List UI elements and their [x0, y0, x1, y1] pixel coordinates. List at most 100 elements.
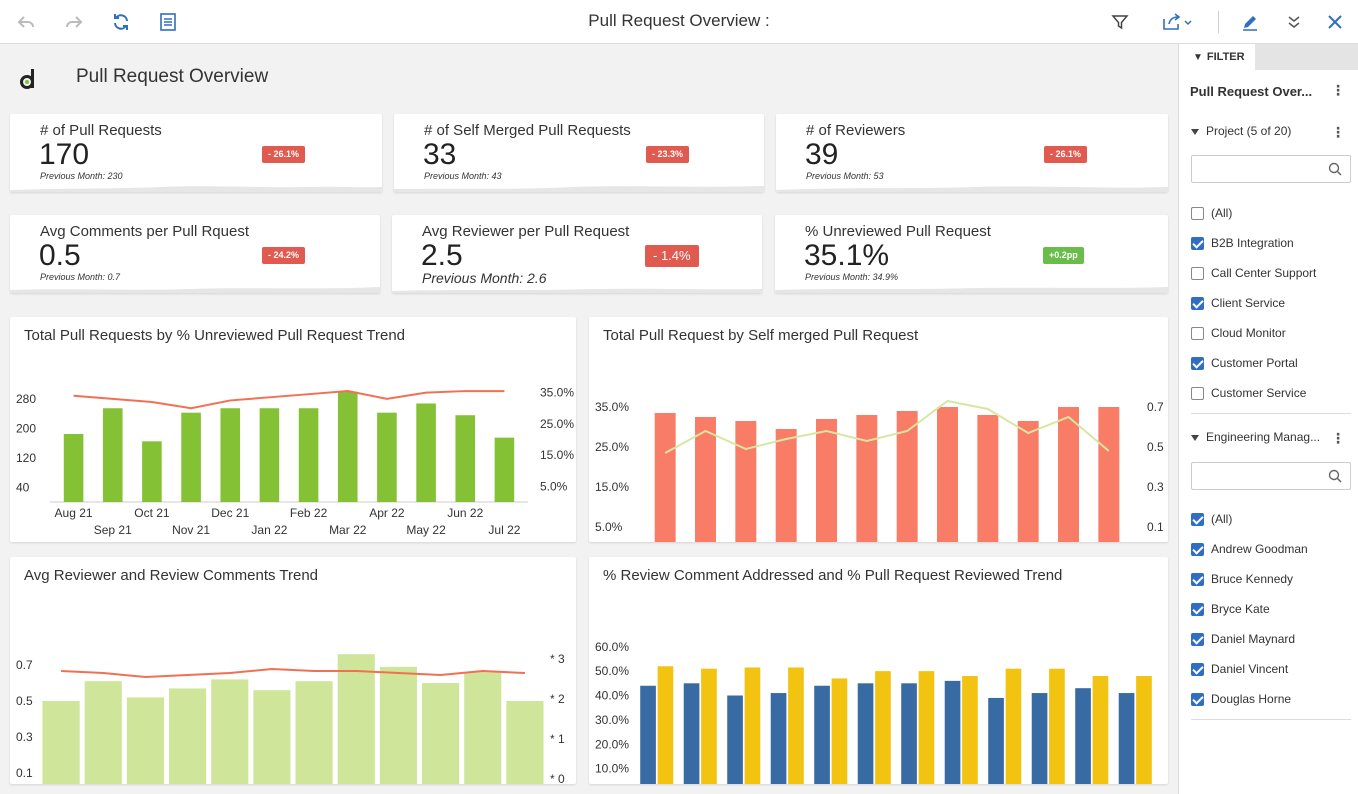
- filter-icon[interactable]: [1108, 10, 1132, 34]
- chart-card-review-comment-addressed[interactable]: % Review Comment Addressed and % Pull Re…: [589, 557, 1168, 784]
- checkbox-checked[interactable]: [1191, 296, 1204, 310]
- manager-search-field[interactable]: [1191, 462, 1351, 490]
- bar[interactable]: [735, 421, 757, 542]
- bar[interactable]: [142, 441, 162, 502]
- bar[interactable]: [944, 680, 961, 784]
- filter-group-project[interactable]: Project (5 of 20): [1191, 124, 1291, 138]
- bar[interactable]: [181, 412, 201, 502]
- filter-option[interactable]: Customer Portal: [1191, 355, 1298, 371]
- kpi-card-avg-reviewer[interactable]: Avg Reviewer per Pull Request 2.5 Previo…: [392, 215, 762, 293]
- bar[interactable]: [831, 678, 848, 784]
- filter-option[interactable]: Customer Service: [1191, 385, 1306, 401]
- filter-tab[interactable]: ▼ FILTER: [1179, 44, 1255, 70]
- kpi-card-pull-requests[interactable]: # of Pull Requests 170 Previous Month: 2…: [10, 114, 382, 192]
- bar[interactable]: [1017, 421, 1039, 542]
- bar[interactable]: [1118, 693, 1135, 784]
- bar[interactable]: [211, 679, 249, 784]
- bar[interactable]: [856, 415, 878, 542]
- bar[interactable]: [169, 688, 207, 784]
- checkbox-checked[interactable]: [1191, 572, 1204, 586]
- export-icon[interactable]: [1160, 10, 1196, 34]
- bar[interactable]: [918, 671, 935, 784]
- bar[interactable]: [814, 685, 830, 784]
- filter-option[interactable]: Daniel Maynard: [1191, 631, 1295, 647]
- bar[interactable]: [259, 408, 280, 502]
- bar[interactable]: [295, 681, 333, 784]
- bar[interactable]: [84, 681, 122, 784]
- checkbox-checked[interactable]: [1191, 632, 1204, 646]
- bar[interactable]: [126, 697, 164, 784]
- bar[interactable]: [640, 685, 656, 784]
- redo-icon[interactable]: [62, 10, 86, 34]
- bar[interactable]: [253, 690, 291, 784]
- filter-option[interactable]: Daniel Vincent: [1191, 661, 1288, 677]
- bar[interactable]: [337, 391, 358, 502]
- filter-option[interactable]: (All): [1191, 205, 1232, 221]
- checkbox-checked[interactable]: [1191, 602, 1204, 616]
- bar[interactable]: [416, 403, 436, 502]
- chart-card-self-merged[interactable]: Total Pull Request by Self merged Pull R…: [589, 317, 1168, 542]
- list-view-icon[interactable]: [156, 10, 180, 34]
- undo-icon[interactable]: [14, 10, 38, 34]
- filter-option[interactable]: Cloud Monitor: [1191, 325, 1286, 341]
- group-more-icon[interactable]: ⋮: [1331, 124, 1345, 140]
- bar[interactable]: [63, 433, 84, 502]
- checkbox-checked[interactable]: [1191, 662, 1204, 676]
- collapse-icon[interactable]: [1282, 10, 1306, 34]
- checkbox-unchecked[interactable]: [1191, 326, 1204, 340]
- kpi-card-self-merged[interactable]: # of Self Merged Pull Requests 33 Previo…: [394, 114, 764, 192]
- bar[interactable]: [875, 671, 891, 784]
- filter-option[interactable]: Bruce Kennedy: [1191, 571, 1293, 587]
- checkbox-checked[interactable]: [1191, 356, 1204, 370]
- bar[interactable]: [455, 415, 476, 502]
- series-line[interactable]: [73, 390, 505, 410]
- bar[interactable]: [896, 411, 918, 542]
- bar[interactable]: [1049, 668, 1065, 784]
- filter-option[interactable]: Call Center Support: [1191, 265, 1316, 281]
- bar[interactable]: [901, 683, 917, 784]
- bar[interactable]: [102, 408, 123, 502]
- bar[interactable]: [695, 417, 716, 542]
- bar[interactable]: [1031, 693, 1048, 784]
- checkbox-checked[interactable]: [1191, 512, 1204, 526]
- chart-card-total-pr-unreviewed[interactable]: Total Pull Requests by % Unreviewed Pull…: [10, 317, 576, 542]
- filter-option[interactable]: Client Service: [1191, 295, 1285, 311]
- bar[interactable]: [937, 407, 958, 542]
- series-line[interactable]: [61, 667, 525, 679]
- checkbox-unchecked[interactable]: [1191, 386, 1204, 400]
- filter-option[interactable]: B2B Integration: [1191, 235, 1294, 251]
- close-icon[interactable]: [1323, 10, 1347, 34]
- bar[interactable]: [220, 408, 241, 502]
- bar[interactable]: [377, 412, 397, 502]
- bar[interactable]: [770, 693, 787, 784]
- kpi-card-avg-comments[interactable]: Avg Comments per Pull Rquest 0.5 Previou…: [10, 215, 380, 293]
- chart-card-avg-reviewer-comments[interactable]: Avg Reviewer and Review Comments Trend 0…: [10, 557, 576, 784]
- checkbox-checked[interactable]: [1191, 542, 1204, 556]
- project-search-input[interactable]: [1198, 160, 1318, 178]
- bar[interactable]: [1098, 407, 1120, 542]
- bar[interactable]: [298, 408, 319, 502]
- manager-search-input[interactable]: [1198, 467, 1318, 485]
- bar[interactable]: [816, 419, 837, 542]
- bar[interactable]: [857, 683, 874, 784]
- checkbox-unchecked[interactable]: [1191, 266, 1204, 280]
- filter-option[interactable]: (All): [1191, 511, 1232, 527]
- bar[interactable]: [506, 701, 544, 784]
- bar[interactable]: [1136, 676, 1152, 784]
- bar[interactable]: [657, 666, 674, 784]
- panel-more-icon[interactable]: ⋮: [1331, 82, 1345, 98]
- bar[interactable]: [727, 695, 743, 785]
- bar[interactable]: [654, 413, 676, 542]
- bar[interactable]: [1058, 407, 1079, 542]
- bar[interactable]: [744, 667, 761, 784]
- bar[interactable]: [788, 667, 804, 784]
- filter-group-engineering-manager[interactable]: Engineering Manag...: [1191, 430, 1320, 444]
- project-search-field[interactable]: [1191, 155, 1351, 183]
- kpi-card-reviewers[interactable]: # of Reviewers 39 Previous Month: 53 - 2…: [776, 114, 1168, 192]
- bar[interactable]: [1075, 688, 1091, 784]
- checkbox-unchecked[interactable]: [1191, 206, 1204, 220]
- bar[interactable]: [464, 672, 502, 784]
- bar[interactable]: [683, 683, 700, 784]
- bar[interactable]: [701, 668, 717, 784]
- bar[interactable]: [379, 666, 417, 784]
